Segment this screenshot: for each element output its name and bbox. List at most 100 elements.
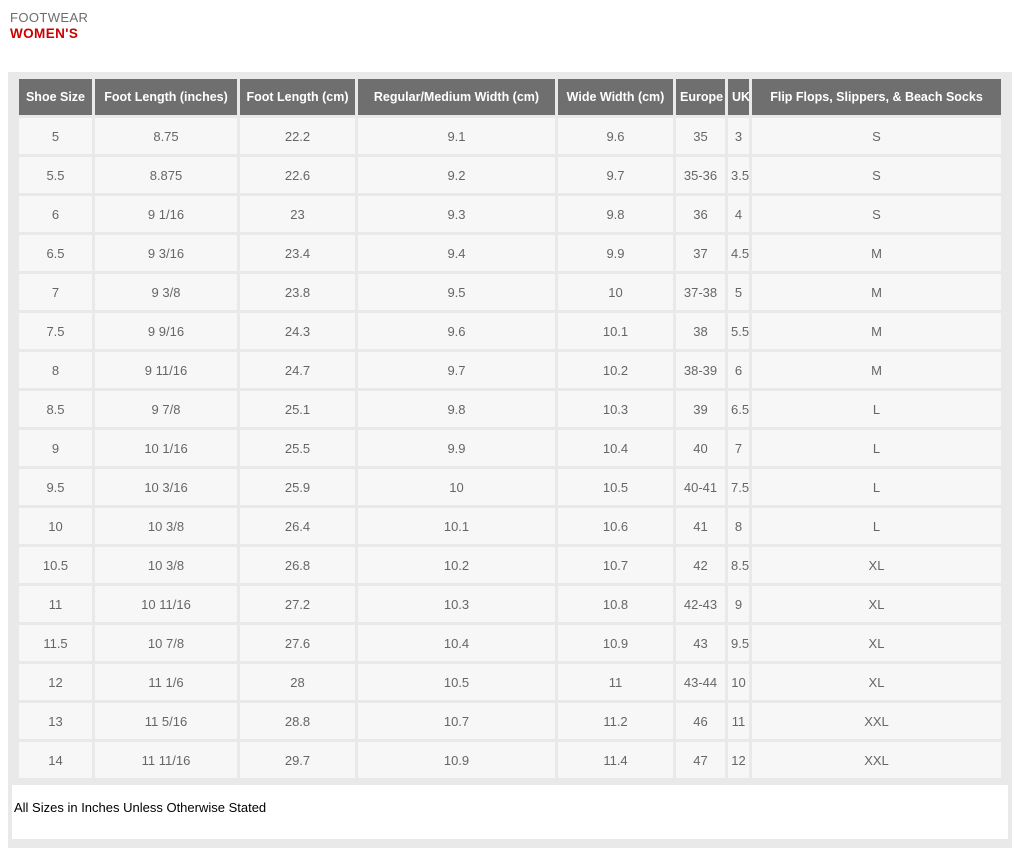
column-header-regular-medium-width: Regular/Medium Width (cm) — [358, 79, 555, 115]
table-cell: 35-36 — [676, 157, 725, 193]
table-row: 9 10 1/16 25.5 9.9 10.4 40 7 L — [19, 430, 1001, 466]
table-row: 13 11 5/16 28.8 10.7 11.2 46 11 XXL — [19, 703, 1001, 739]
table-cell: 10.6 — [558, 508, 673, 544]
table-cell: L — [752, 391, 1001, 427]
table-cell: 5 — [728, 274, 749, 310]
table-cell: S — [752, 157, 1001, 193]
table-cell: 11.2 — [558, 703, 673, 739]
table-cell: XL — [752, 547, 1001, 583]
table-cell: 27.6 — [240, 625, 355, 661]
table-row: 11.5 10 7/8 27.6 10.4 10.9 43 9.5 XL — [19, 625, 1001, 661]
table-cell: XL — [752, 625, 1001, 661]
column-header-flip-flops: Flip Flops, Slippers, & Beach Socks — [752, 79, 1001, 115]
table-cell: 7 — [19, 274, 92, 310]
column-header-shoe-size: Shoe Size — [19, 79, 92, 115]
table-cell: 11 11/16 — [95, 742, 237, 778]
table-cell: 10.5 — [19, 547, 92, 583]
table-cell: L — [752, 430, 1001, 466]
table-cell: 38 — [676, 313, 725, 349]
table-cell: 8 — [19, 352, 92, 388]
table-cell: 8.5 — [728, 547, 749, 583]
table-cell: 26.4 — [240, 508, 355, 544]
table-cell: 9.5 — [19, 469, 92, 505]
table-cell: 7.5 — [728, 469, 749, 505]
table-cell: 9 3/8 — [95, 274, 237, 310]
header-row: Shoe Size Foot Length (inches) Foot Leng… — [19, 79, 1001, 115]
column-header-wide-width: Wide Width (cm) — [558, 79, 673, 115]
table-cell: 9.6 — [558, 118, 673, 154]
table-cell: 8.75 — [95, 118, 237, 154]
table-cell: 9 3/16 — [95, 235, 237, 271]
table-cell: 10 — [558, 274, 673, 310]
table-cell: 24.3 — [240, 313, 355, 349]
table-cell: 12 — [728, 742, 749, 778]
table-cell: 23 — [240, 196, 355, 232]
size-table-wrap: Shoe Size Foot Length (inches) Foot Leng… — [12, 72, 1008, 785]
table-cell: 10.9 — [558, 625, 673, 661]
table-cell: XXL — [752, 742, 1001, 778]
table-cell: 22.2 — [240, 118, 355, 154]
table-cell: 3.5 — [728, 157, 749, 193]
table-cell: 9 1/16 — [95, 196, 237, 232]
table-row: 10 10 3/8 26.4 10.1 10.6 41 8 L — [19, 508, 1001, 544]
table-cell: 43-44 — [676, 664, 725, 700]
page-title: WOMEN'S — [10, 26, 79, 41]
table-cell: XL — [752, 664, 1001, 700]
table-cell: 10 3/16 — [95, 469, 237, 505]
table-cell: 13 — [19, 703, 92, 739]
size-chart-panel: Shoe Size Foot Length (inches) Foot Leng… — [8, 72, 1012, 848]
table-cell: 9.8 — [358, 391, 555, 427]
table-cell: 5.5 — [19, 157, 92, 193]
table-cell: 37-38 — [676, 274, 725, 310]
table-cell: 11 — [19, 586, 92, 622]
table-cell: M — [752, 313, 1001, 349]
table-cell: 10.9 — [358, 742, 555, 778]
table-cell: 9 7/8 — [95, 391, 237, 427]
table-cell: 10.7 — [358, 703, 555, 739]
table-cell: 6.5 — [19, 235, 92, 271]
table-cell: 7.5 — [19, 313, 92, 349]
table-cell: S — [752, 196, 1001, 232]
table-cell: 25.5 — [240, 430, 355, 466]
table-cell: 7 — [728, 430, 749, 466]
table-cell: L — [752, 508, 1001, 544]
table-cell: 36 — [676, 196, 725, 232]
table-cell: 9.5 — [358, 274, 555, 310]
table-cell: 41 — [676, 508, 725, 544]
table-cell: 38-39 — [676, 352, 725, 388]
table-cell: 37 — [676, 235, 725, 271]
table-cell: 9.7 — [358, 352, 555, 388]
table-cell: 28 — [240, 664, 355, 700]
table-cell: 43 — [676, 625, 725, 661]
table-cell: 9 — [728, 586, 749, 622]
table-row: 8.5 9 7/8 25.1 9.8 10.3 39 6.5 L — [19, 391, 1001, 427]
table-cell: 9.4 — [358, 235, 555, 271]
table-cell: 35 — [676, 118, 725, 154]
table-cell: 11.5 — [19, 625, 92, 661]
table-cell: 28.8 — [240, 703, 355, 739]
table-cell: 8 — [728, 508, 749, 544]
table-cell: 8.875 — [95, 157, 237, 193]
table-cell: 9 9/16 — [95, 313, 237, 349]
table-cell: 8.5 — [19, 391, 92, 427]
table-cell: 9.9 — [558, 235, 673, 271]
table-cell: 24.7 — [240, 352, 355, 388]
table-row: 6.5 9 3/16 23.4 9.4 9.9 37 4.5 M — [19, 235, 1001, 271]
table-cell: 27.2 — [240, 586, 355, 622]
table-cell: 10.8 — [558, 586, 673, 622]
table-cell: 10.5 — [558, 469, 673, 505]
table-row: 9.5 10 3/16 25.9 10 10.5 40-41 7.5 L — [19, 469, 1001, 505]
table-row: 5.5 8.875 22.6 9.2 9.7 35-36 3.5 S — [19, 157, 1001, 193]
table-row: 5 8.75 22.2 9.1 9.6 35 3 S — [19, 118, 1001, 154]
table-cell: 42 — [676, 547, 725, 583]
table-cell: 40-41 — [676, 469, 725, 505]
table-cell: 47 — [676, 742, 725, 778]
table-cell: 25.1 — [240, 391, 355, 427]
table-cell: 9 — [19, 430, 92, 466]
table-cell: 9.5 — [728, 625, 749, 661]
column-header-foot-length-cm: Foot Length (cm) — [240, 79, 355, 115]
size-table-header: Shoe Size Foot Length (inches) Foot Leng… — [19, 79, 1001, 115]
table-cell: 11 1/6 — [95, 664, 237, 700]
table-cell: M — [752, 274, 1001, 310]
table-row: 12 11 1/6 28 10.5 11 43-44 10 XL — [19, 664, 1001, 700]
